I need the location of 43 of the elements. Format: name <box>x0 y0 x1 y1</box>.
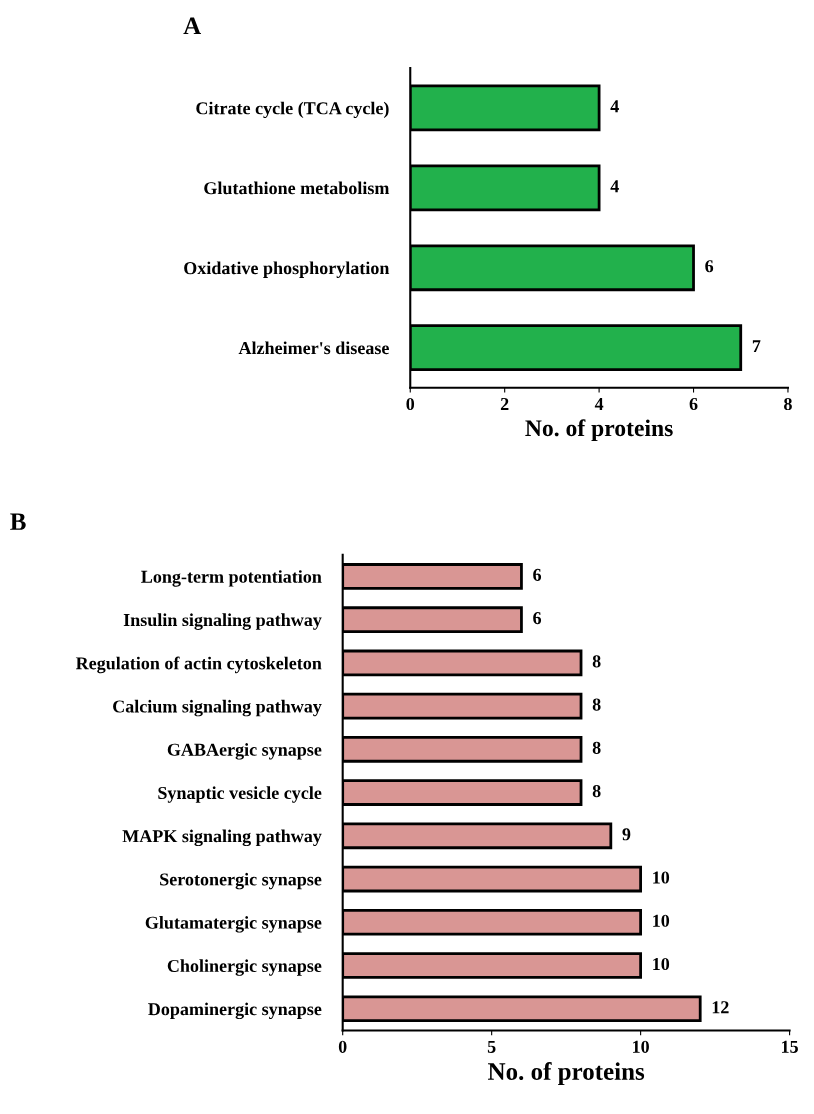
data-label: 9 <box>622 828 631 841</box>
y-tick-label: GABAergic synapse <box>167 743 322 760</box>
x-tick-label: 0 <box>338 1040 347 1053</box>
text: B <box>10 513 26 530</box>
y-tick-label: Oxidative phosphorylation <box>184 261 390 278</box>
data-label: 7 <box>752 340 761 353</box>
x-tick-label: 2 <box>500 397 509 410</box>
data-label: 10 <box>653 871 670 884</box>
y-tick-label: Dopaminergic synapse <box>148 1002 322 1020</box>
data-label: 10 <box>653 914 670 927</box>
x-axis-title: No. of proteins <box>488 1062 645 1086</box>
data-label: 10 <box>653 957 670 971</box>
x-tick-label: 15 <box>782 1040 798 1053</box>
data-label: 8 <box>592 741 601 754</box>
data-label: 4 <box>610 180 619 193</box>
data-label: 8 <box>592 698 601 711</box>
data-label: 4 <box>610 100 619 113</box>
y-tick-label: Citrate cycle (TCA cycle) <box>196 101 389 119</box>
y-tick-label: Calcium signaling pathway <box>113 699 322 717</box>
x-tick-label: 4 <box>594 398 604 410</box>
x-tick-label: 6 <box>689 397 698 411</box>
data-label: 12 <box>712 1001 729 1014</box>
data-label: 8 <box>592 784 601 798</box>
y-tick-label: Glutamatergic synapse <box>145 916 322 933</box>
x-tick-label: 8 <box>784 397 792 411</box>
data-label: 8 <box>592 655 601 668</box>
y-tick-label: Serotonergic synapse <box>160 872 322 890</box>
y-tick-label: Glutathione metabolism <box>204 181 390 195</box>
data-label: 6 <box>533 568 542 581</box>
x-tick-label: 0 <box>406 397 415 411</box>
y-tick-label: Synaptic vesicle cycle <box>158 786 322 803</box>
y-tick-label: Regulation of actin cytoskeleton <box>75 656 322 674</box>
y-tick-label: Cholinergic synapse <box>167 959 322 976</box>
data-label: 6 <box>533 612 542 625</box>
x-axis-title: No. of proteins <box>525 419 673 441</box>
y-tick-label: Alzheimer's disease <box>238 341 389 355</box>
y-tick-label: Insulin signaling pathway <box>123 613 322 630</box>
x-tick-label: 5 <box>487 1040 496 1053</box>
data-label: 6 <box>705 260 714 273</box>
text: A <box>183 17 202 35</box>
x-tick-label: 10 <box>633 1040 649 1053</box>
y-tick-label: Long-term potentiation <box>141 570 322 587</box>
y-tick-label: MAPK signaling pathway <box>122 829 322 847</box>
